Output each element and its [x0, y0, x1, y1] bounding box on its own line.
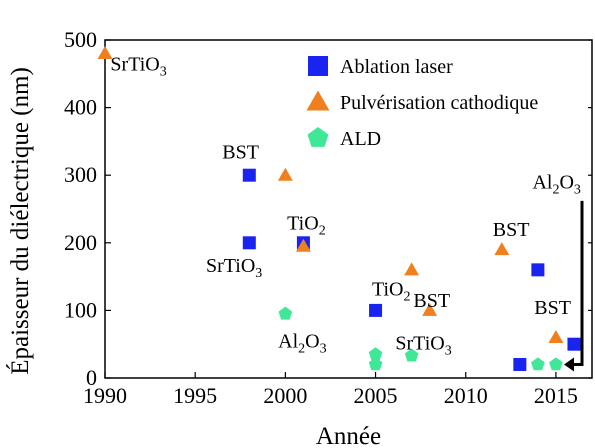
data-point-triangle: [295, 238, 311, 252]
data-points: [97, 46, 581, 371]
x-tick-label: 2010: [444, 383, 488, 408]
legend-marker-square: [308, 56, 328, 76]
x-tick-label: 2005: [354, 383, 398, 408]
legend: Ablation laser Pulvérisation cathodique AL…: [306, 56, 538, 150]
annotation-arrow-head: [564, 357, 574, 372]
legend-item: ALD: [307, 127, 381, 150]
data-point-pentagon: [549, 357, 563, 371]
data-point-pentagon: [368, 347, 383, 361]
point-annotation: TiO2: [372, 279, 411, 305]
data-point-triangle: [277, 167, 293, 181]
y-tick-label: 400: [64, 95, 97, 120]
data-point-triangle: [422, 302, 438, 316]
x-tick-label: 2015: [534, 383, 578, 408]
data-point-square: [242, 236, 256, 250]
y-tick-label: 300: [64, 162, 97, 187]
point-annotation: SrTiO3: [110, 53, 166, 79]
x-tick-label: 2000: [263, 383, 307, 408]
x-tick-label: 1990: [83, 383, 127, 408]
legend-item: Ablation laser: [308, 56, 453, 78]
plot-area: [104, 39, 593, 379]
axis-ticks: 1990 1995 2000 2005 2010 2015 0 100 200 300 400 500: [64, 27, 592, 408]
point-annotation: Al2O3: [278, 331, 326, 357]
y-tick-label: 100: [64, 297, 97, 322]
x-axis-title: Année: [316, 423, 381, 448]
data-point-pentagon: [368, 357, 383, 371]
point-annotation: BST: [413, 290, 450, 312]
legend-label: Ablation laser: [340, 56, 453, 78]
y-axis-title: Épaisseur du diélectrique (nm): [6, 67, 34, 375]
y-tick-label: 500: [64, 27, 97, 52]
point-annotation: SrTiO3: [395, 333, 451, 359]
data-point-square: [531, 263, 545, 277]
data-point-triangle: [494, 242, 510, 256]
data-point-triangle: [97, 46, 113, 60]
data-point-pentagon: [278, 306, 293, 320]
plot-frame: [104, 39, 593, 379]
x-tick-label: 1995: [173, 383, 217, 408]
point-annotation: TiO2: [287, 212, 326, 238]
legend-item: Pulvérisation cathodique: [306, 90, 538, 114]
legend-label: Pulvérisation cathodique: [340, 92, 538, 114]
data-point-triangle: [548, 329, 564, 343]
data-point-pentagon: [404, 348, 419, 362]
data-point-square: [567, 337, 581, 351]
point-annotation: BST: [493, 219, 530, 241]
point-annotation: Al2O3: [532, 172, 580, 198]
point-annotation: BST: [534, 297, 571, 319]
legend-label: ALD: [340, 128, 381, 150]
point-annotation: SrTiO3: [206, 255, 262, 281]
data-point-square: [513, 357, 527, 371]
legend-marker-triangle: [306, 90, 330, 111]
y-tick-label: 0: [86, 365, 97, 390]
legend-marker-pentagon: [307, 127, 329, 147]
data-point-triangle: [404, 262, 420, 276]
annotation-arrow: [564, 200, 584, 372]
point-annotation: BST: [222, 141, 259, 163]
data-point-square: [369, 303, 383, 317]
data-point-pentagon: [531, 357, 545, 371]
data-point-square: [242, 168, 256, 182]
y-tick-label: 200: [64, 230, 97, 255]
